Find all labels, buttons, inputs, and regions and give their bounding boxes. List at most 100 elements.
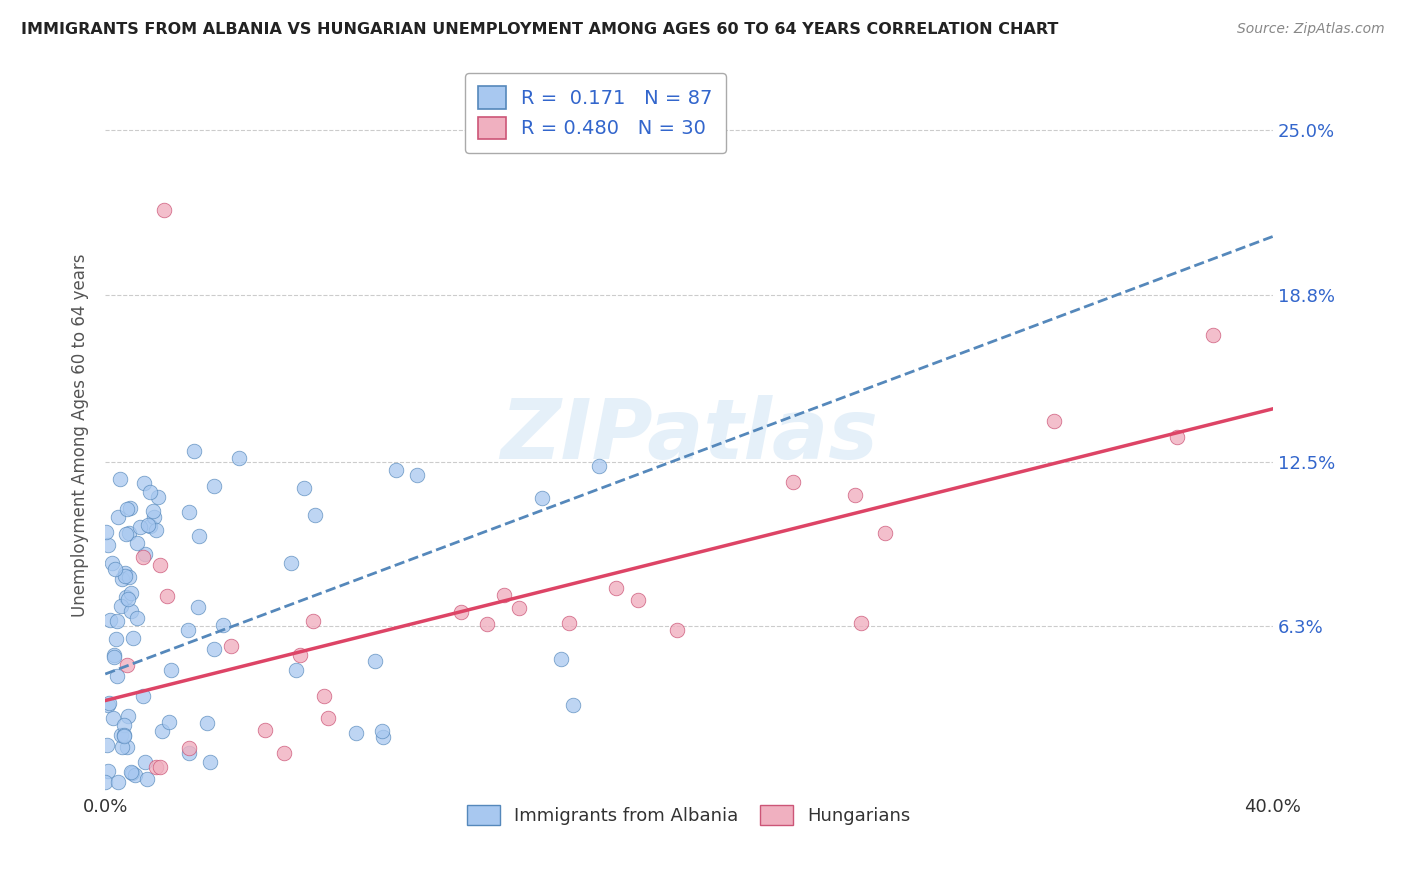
Point (129, 519, 152, 533)
Point (103, 711, 125, 725)
Point (107, 775, 129, 789)
Point (152, 202, 174, 217)
Point (110, 472, 132, 486)
Point (183, 443, 205, 458)
Point (187, 599, 209, 614)
Point (98, 613, 121, 627)
Point (136, 772, 159, 787)
Point (97, 698, 120, 712)
Point (132, 476, 155, 491)
Point (475, 616, 498, 631)
Point (117, 739, 139, 754)
Point (117, 592, 139, 607)
Point (125, 611, 148, 625)
Legend: Immigrants from Albania, Hungarians: Immigrants from Albania, Hungarians (458, 796, 920, 834)
Point (112, 729, 135, 743)
Point (112, 718, 135, 732)
Point (875, 525, 897, 540)
Point (103, 650, 125, 665)
Point (101, 556, 124, 570)
Point (156, 589, 179, 603)
Point (110, 599, 132, 613)
Y-axis label: Unemployment Among Ages 60 to 64 years: Unemployment Among Ages 60 to 64 years (72, 253, 89, 617)
Point (450, 605, 472, 619)
Point (127, 535, 149, 549)
Point (371, 724, 394, 739)
Point (138, 517, 160, 532)
Point (118, 501, 141, 516)
Point (1042, 414, 1064, 428)
Point (195, 715, 218, 730)
Point (111, 572, 134, 586)
Point (253, 723, 276, 737)
Point (202, 479, 225, 493)
Point (103, 648, 125, 662)
Text: ZIPatlas: ZIPatlas (501, 395, 877, 476)
Point (179, 741, 201, 756)
Point (211, 618, 233, 632)
Point (105, 669, 128, 683)
Point (344, 726, 367, 740)
Point (294, 481, 316, 495)
Point (316, 711, 339, 725)
Point (177, 624, 200, 638)
Point (132, 549, 155, 564)
Point (280, 556, 302, 570)
Point (666, 623, 689, 637)
Point (104, 562, 127, 576)
Point (115, 590, 138, 604)
Point (145, 524, 167, 538)
Point (132, 689, 155, 703)
Point (115, 657, 138, 672)
Point (117, 709, 139, 723)
Point (288, 648, 311, 662)
Point (219, 639, 242, 653)
Point (844, 488, 866, 502)
Point (107, 510, 129, 524)
Point (188, 529, 211, 543)
Point (134, 755, 156, 769)
Point (97, 696, 120, 710)
Point (202, 641, 225, 656)
Point (849, 615, 872, 630)
Point (94, 524, 117, 539)
Point (115, 527, 138, 541)
Point (142, 509, 165, 524)
Point (627, 592, 650, 607)
Point (114, 728, 136, 742)
Point (121, 766, 143, 780)
Point (134, 547, 156, 561)
Point (97, 764, 120, 778)
Point (141, 504, 163, 518)
Point (110, 739, 132, 754)
Point (1166, 430, 1188, 444)
Point (304, 508, 326, 523)
Point (148, 490, 170, 504)
Point (105, 614, 128, 628)
Point (157, 714, 180, 729)
Point (138, 484, 160, 499)
Point (124, 767, 146, 781)
Point (118, 570, 141, 584)
Point (508, 601, 530, 615)
Point (530, 491, 553, 505)
Point (312, 689, 335, 703)
Point (200, 756, 222, 770)
Point (120, 586, 142, 600)
Point (139, 519, 162, 533)
Point (105, 632, 128, 646)
Point (782, 475, 804, 490)
Point (149, 558, 172, 572)
Point (149, 760, 172, 774)
Point (110, 728, 132, 742)
Point (120, 764, 142, 779)
Point (118, 526, 141, 541)
Point (114, 569, 136, 583)
Point (364, 654, 387, 668)
Point (179, 505, 201, 519)
Point (94, 775, 117, 789)
Point (97, 538, 120, 552)
Point (145, 760, 167, 774)
Point (492, 589, 515, 603)
Point (96, 738, 118, 752)
